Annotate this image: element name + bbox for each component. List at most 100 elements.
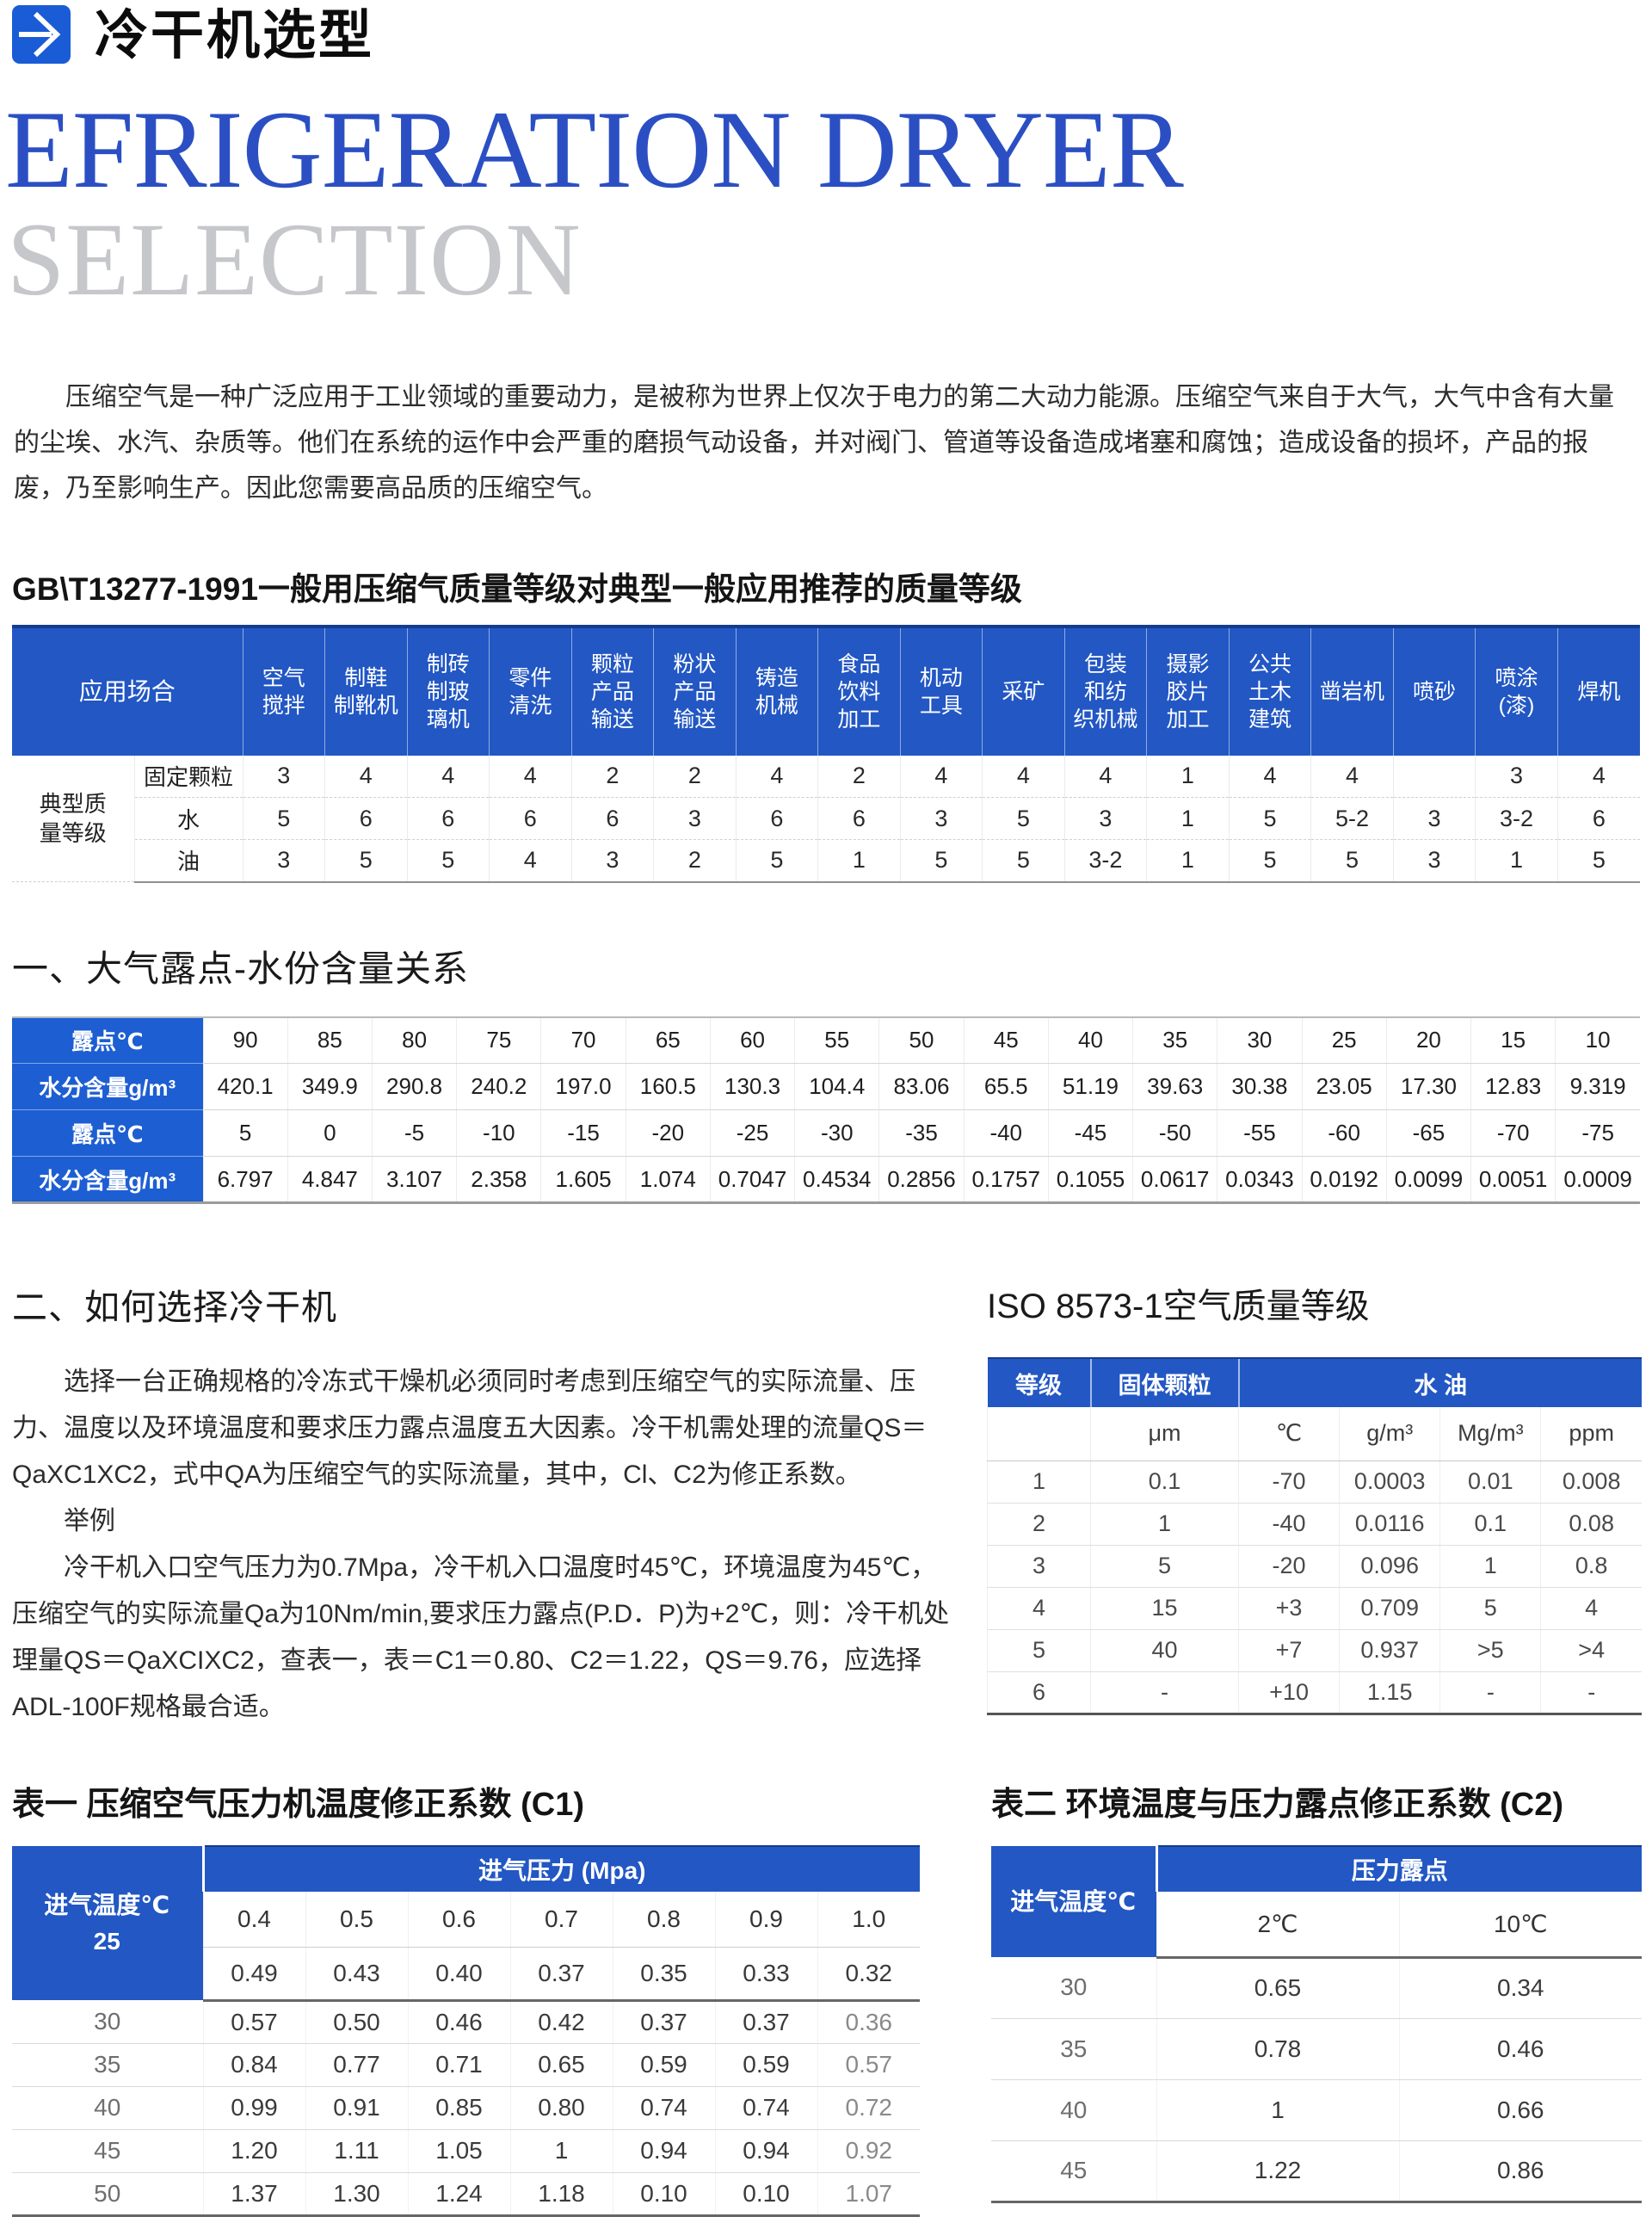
dew-cell: 0.0192 bbox=[1301, 1156, 1387, 1205]
c1-cell: 0.50 bbox=[305, 2000, 408, 2044]
c1-cell: 0.84 bbox=[202, 2043, 305, 2087]
iso-cell: +7 bbox=[1237, 1629, 1340, 1672]
iso-quality-table: 等级 固体颗粒 水 油 μm ℃ g/m³ Mg/m³ ppm 1 0.1 -70 0.000… bbox=[987, 1357, 1642, 1715]
iso-unit-header: g/m³ bbox=[1339, 1407, 1440, 1461]
gb-cell: 5-2 bbox=[1310, 797, 1394, 841]
c1-row: 35 0.84 0.77 0.71 0.65 0.59 0.59 0.57 bbox=[12, 2043, 921, 2087]
c2-band-header: 压力露点 bbox=[1155, 1845, 1642, 1893]
dew-cell: 20 bbox=[1385, 1016, 1471, 1065]
c1-cell: 0.42 bbox=[509, 2000, 613, 2044]
c1-cell: 0.43 bbox=[305, 1947, 408, 2002]
dew-row-label: 水分含量g/m³ bbox=[12, 1063, 203, 1111]
gb-cell: 6 bbox=[570, 797, 654, 841]
c2-cell: 1.22 bbox=[1156, 2140, 1399, 2203]
gb-cell: 5 bbox=[1228, 797, 1311, 841]
dew-cell: 3.107 bbox=[371, 1156, 457, 1205]
iso-column: ISO 8573-1空气质量等级 等级 固体颗粒 水 油 μm ℃ g/m³ Mg/m… bbox=[987, 1278, 1642, 1731]
c1-cell: 0.59 bbox=[612, 2043, 715, 2087]
c1-correction-table: 进气温度℃ 25 进气压力 (Mpa) 0.4 0.5 0.6 0.7 0.8 0.9 1.… bbox=[12, 1845, 921, 2217]
c1-first-values-row: 0.49 0.43 0.40 0.37 0.35 0.33 0.32 bbox=[12, 1947, 921, 2002]
gb-cell: 5 bbox=[899, 839, 983, 883]
gb-cell: 2 bbox=[653, 839, 737, 883]
iso-unit-header: ppm bbox=[1540, 1407, 1642, 1461]
iso-cell: 15 bbox=[1090, 1587, 1239, 1630]
c2-row: 40 1 0.66 bbox=[991, 2079, 1642, 2141]
c1-temp-label: 50 bbox=[12, 2172, 203, 2217]
iso-cell: 4 bbox=[987, 1587, 1091, 1630]
c1-cell: 0.65 bbox=[509, 2043, 613, 2087]
dew-cell: -25 bbox=[709, 1109, 795, 1158]
c1-cell: 1.24 bbox=[407, 2172, 510, 2217]
iso-unit-header: μm bbox=[1090, 1407, 1239, 1461]
gb-column-header: 包装 和纺 织机械 bbox=[1063, 624, 1147, 756]
gb-cell: 3 bbox=[570, 839, 654, 883]
dew-cell: -10 bbox=[456, 1109, 541, 1158]
gb-cell: 6 bbox=[489, 797, 572, 841]
gb-cell: 1 bbox=[1475, 839, 1558, 883]
arrow-right-icon bbox=[12, 5, 71, 64]
dew-cell: 0.1757 bbox=[963, 1156, 1049, 1205]
gb-column-header: 焊机 bbox=[1556, 624, 1640, 756]
c1-corner-cell: 进气温度℃ 25 bbox=[12, 1846, 203, 2001]
dew-cell: 0.1055 bbox=[1047, 1156, 1133, 1205]
gb-column-header: 凿岩机 bbox=[1310, 624, 1394, 756]
c2-cell: 0.66 bbox=[1398, 2079, 1642, 2141]
iso-cell: 0.096 bbox=[1339, 1545, 1440, 1588]
gb-cell: 2 bbox=[817, 755, 901, 799]
iso-row: 5 40 +7 0.937 >5 >4 bbox=[987, 1629, 1642, 1672]
page-title: 冷干机选型 bbox=[95, 6, 375, 65]
iso-cell: 5 bbox=[987, 1629, 1091, 1672]
iso-grade-header: 等级 bbox=[987, 1357, 1091, 1408]
dew-row-label: 露点℃ bbox=[12, 1016, 203, 1065]
gb-table-title: GB\T13277-1991一般用压缩气质量等级对典型一般应用推荐的质量等级 bbox=[12, 571, 1022, 607]
c1-temp-label: 35 bbox=[12, 2043, 203, 2087]
gb-column-header: 公共 土木 建筑 bbox=[1228, 624, 1311, 756]
gb-cell: 3 bbox=[242, 839, 325, 883]
gb-column-header: 颗粒 产品 输送 bbox=[570, 624, 654, 756]
correction-tables-area: 表一 压缩空气压力机温度修正系数 (C1) 进气温度℃ 25 进气压力 (Mpa… bbox=[12, 1777, 1642, 2217]
iso-cell: 0.1 bbox=[1439, 1503, 1541, 1546]
dew-cell: 349.9 bbox=[287, 1063, 373, 1111]
c1-cell: 0.33 bbox=[714, 1947, 817, 2002]
dew-cell: -5 bbox=[371, 1109, 457, 1158]
gb-cell: 6 bbox=[1556, 797, 1640, 841]
page-subtitle-en: SELECTION bbox=[7, 201, 582, 318]
c2-cell: 0.65 bbox=[1156, 1957, 1399, 2019]
iso-cell: 5 bbox=[1439, 1587, 1541, 1630]
gb-cell: 5 bbox=[406, 839, 490, 883]
dew-cell: -40 bbox=[963, 1109, 1049, 1158]
iso-cell: 6 bbox=[987, 1671, 1091, 1715]
dew-cell: 55 bbox=[794, 1016, 879, 1065]
dew-cell: -35 bbox=[878, 1109, 965, 1158]
c1-band-header: 进气压力 (Mpa) bbox=[201, 1845, 921, 1893]
dew-cell: -75 bbox=[1555, 1109, 1640, 1158]
c1-row: 50 1.37 1.30 1.24 1.18 0.10 0.10 1.07 bbox=[12, 2172, 921, 2217]
iso-cell: 0.0003 bbox=[1339, 1461, 1440, 1504]
gb-cell: 5 bbox=[982, 797, 1065, 841]
table2-title: 表二 环境温度与压力露点修正系数 (C2) bbox=[991, 1787, 1564, 1824]
gb-cell: 5 bbox=[1228, 839, 1311, 883]
c1-cell: 0.74 bbox=[714, 2086, 817, 2130]
iso-row: 1 0.1 -70 0.0003 0.01 0.008 bbox=[987, 1461, 1642, 1504]
dew-cell: -30 bbox=[794, 1109, 879, 1158]
table1-title: 表一 压缩空气压力机温度修正系数 (C1) bbox=[12, 1787, 585, 1824]
dew-row: 水分含量g/m³ 420.1 349.9 290.8 240.2 197.0 160.5 13… bbox=[12, 1063, 1640, 1111]
c1-cell: 1.07 bbox=[817, 2172, 921, 2217]
c1-cell: 1.11 bbox=[305, 2129, 408, 2173]
gb-column-header: 零件 清洗 bbox=[489, 624, 572, 756]
iso-cell: >4 bbox=[1540, 1629, 1642, 1672]
dew-cell: 85 bbox=[287, 1016, 373, 1065]
c1-cell: 0.35 bbox=[612, 1947, 715, 2002]
dew-cell: 70 bbox=[540, 1016, 626, 1065]
iso-cell: 0.709 bbox=[1339, 1587, 1440, 1630]
dew-cell: 130.3 bbox=[709, 1063, 795, 1111]
iso-cell: 0.0116 bbox=[1339, 1503, 1440, 1546]
gb-cell: 1 bbox=[1146, 839, 1230, 883]
gb-row-label: 固定颗粒 bbox=[133, 755, 243, 799]
c1-band-row: 进气温度℃ 25 进气压力 (Mpa) bbox=[12, 1845, 921, 2001]
intro-paragraph: 压缩空气是一种广泛应用于工业领域的重要动力，是被称为世界上仅次于电力的第二大动力… bbox=[14, 382, 1614, 503]
dew-cell: 23.05 bbox=[1301, 1063, 1387, 1111]
c1-pressure-header: 1.0 bbox=[817, 1892, 921, 1948]
c2-cell: 0.46 bbox=[1398, 2018, 1642, 2080]
